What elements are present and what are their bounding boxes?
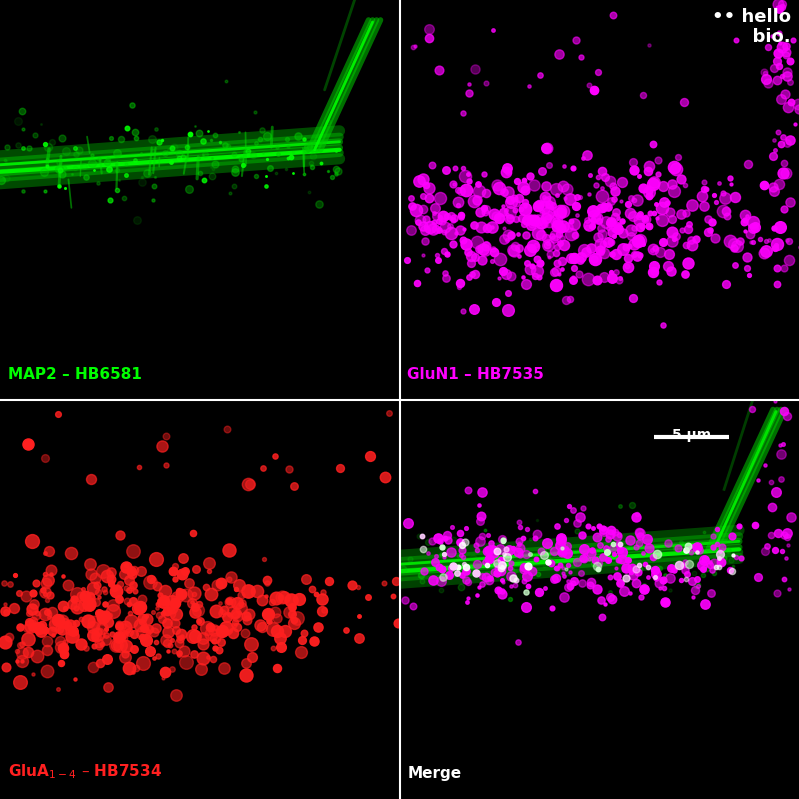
Text: GluN1 – HB7535: GluN1 – HB7535 [407,367,544,381]
Text: GluA$_{1-4}$ – HB7534: GluA$_{1-4}$ – HB7534 [8,762,162,781]
Text: Merge: Merge [407,766,462,781]
Text: MAP2 – HB6581: MAP2 – HB6581 [8,367,142,381]
Text: •• hello
      bio.: •• hello bio. [712,8,791,46]
Text: 5 μm: 5 μm [672,428,711,443]
